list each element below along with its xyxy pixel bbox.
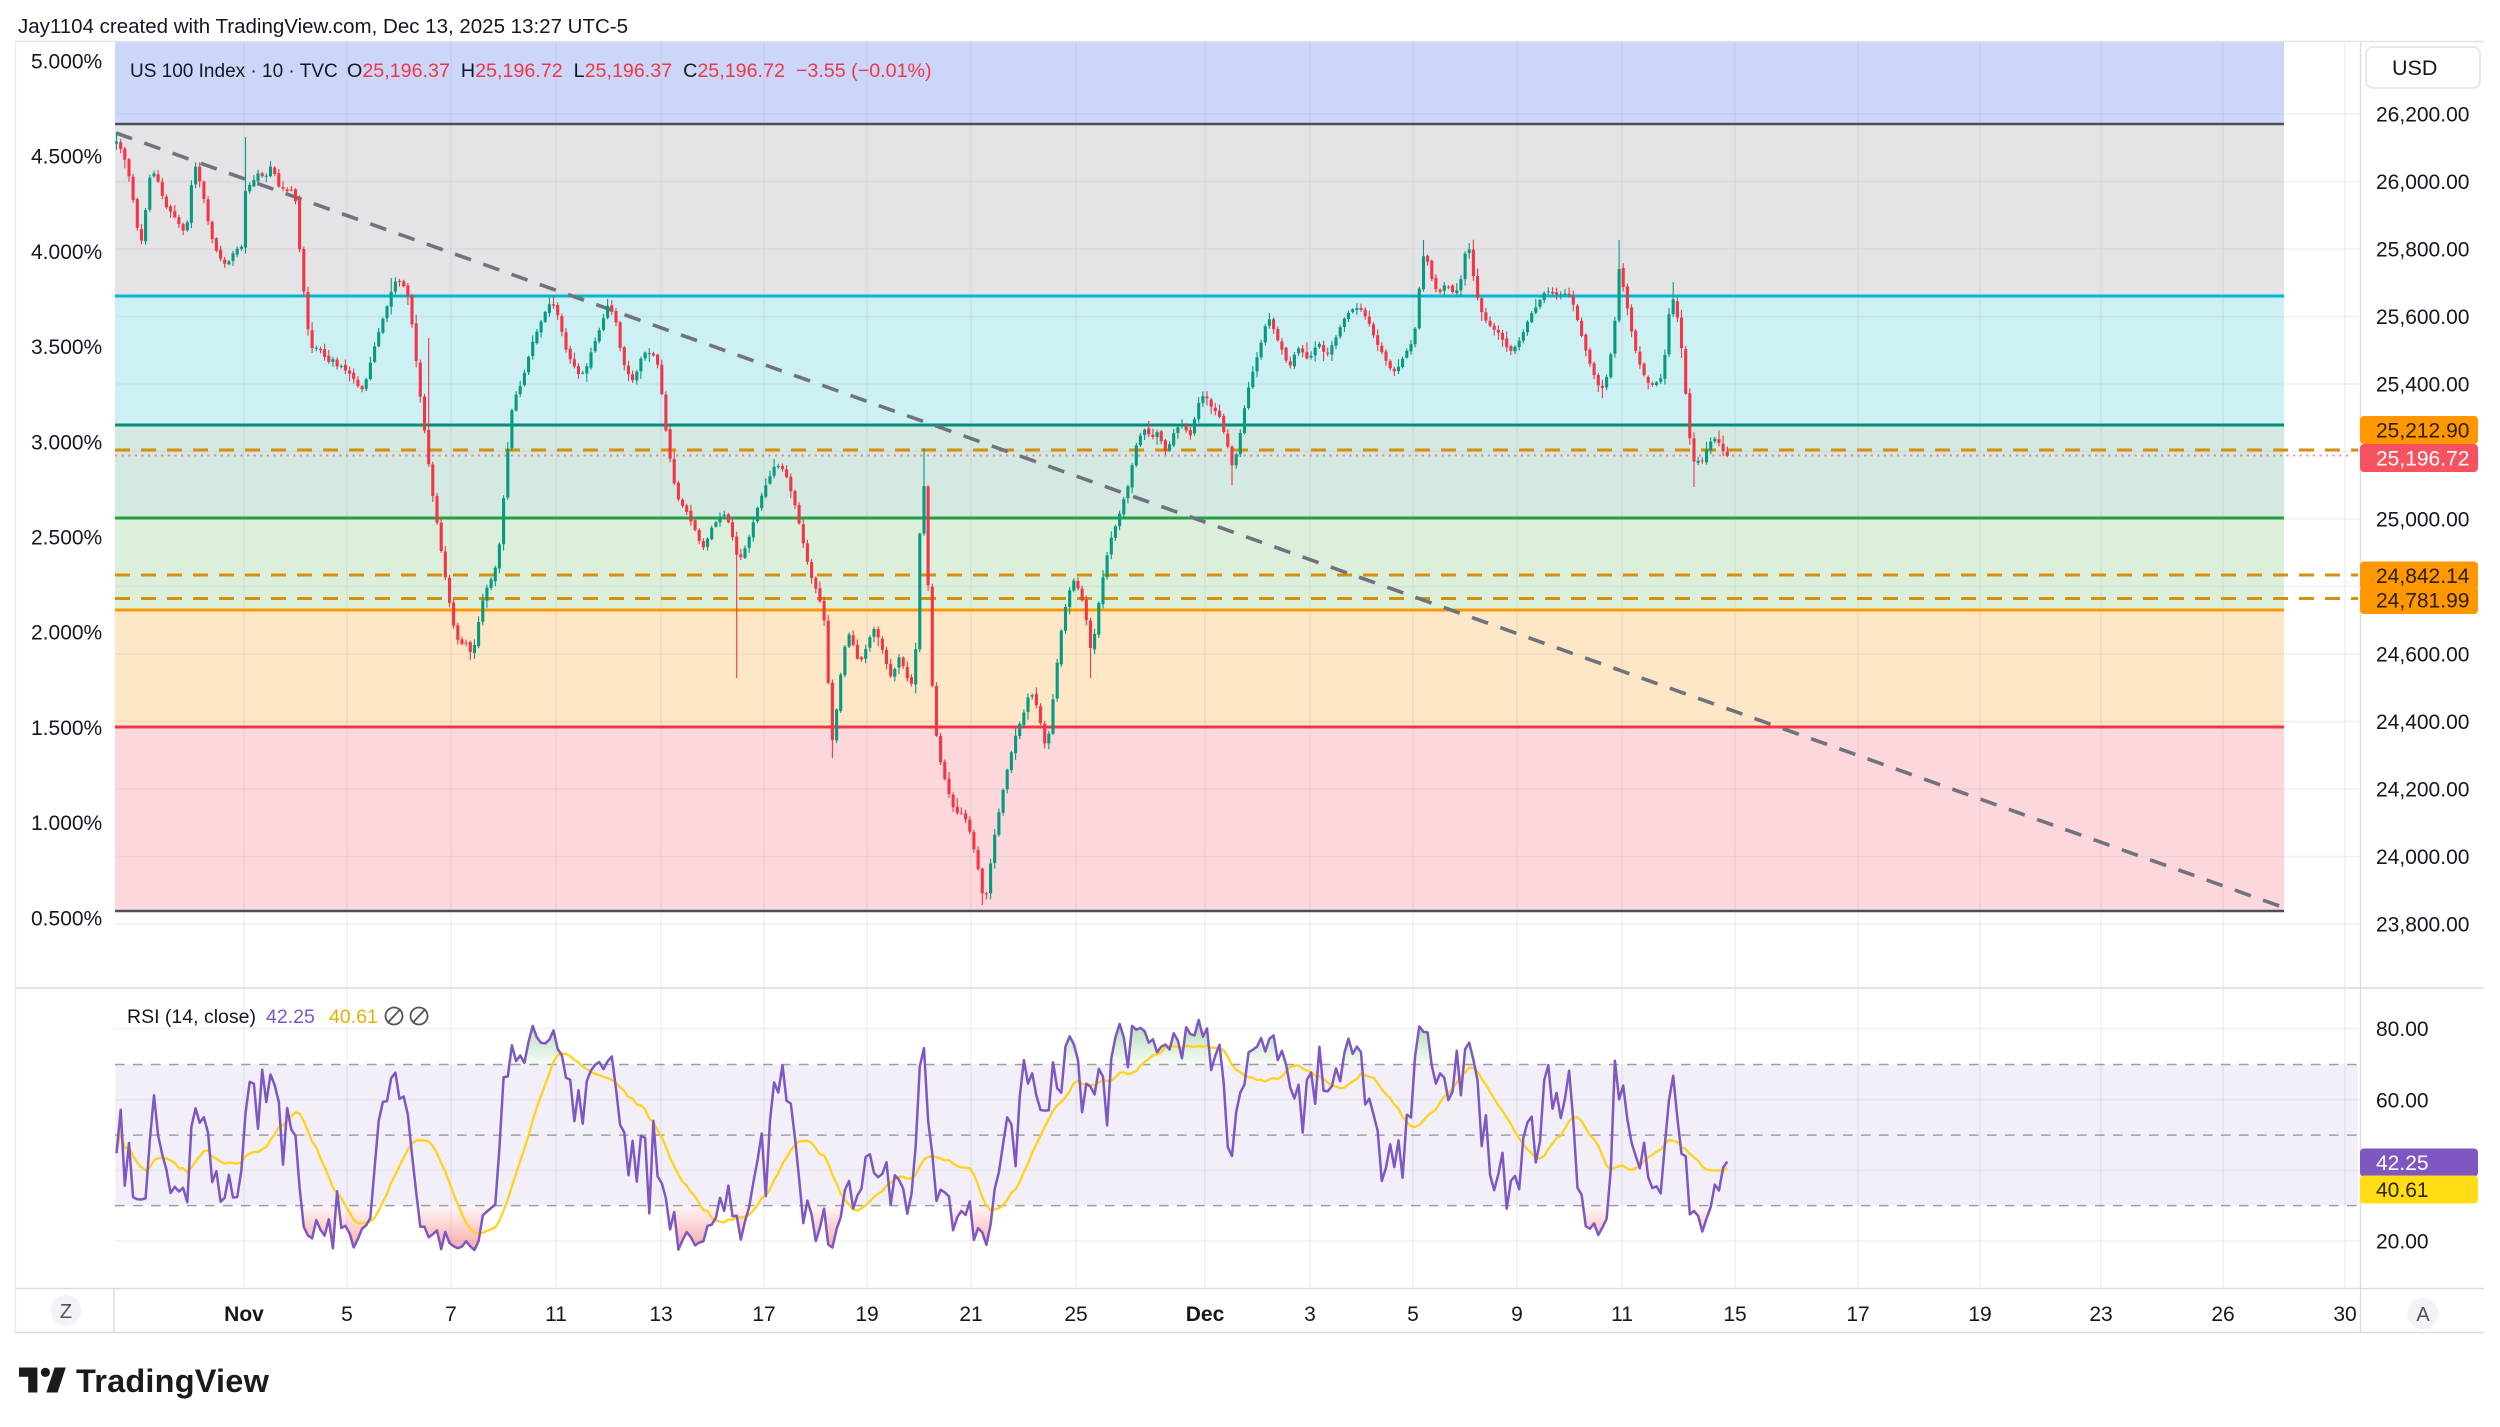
svg-text:20.00: 20.00	[2376, 1230, 2429, 1253]
svg-text:4.500%: 4.500%	[31, 146, 102, 169]
svg-text:11: 11	[545, 1303, 567, 1326]
svg-text:7: 7	[445, 1303, 457, 1326]
svg-text:42.25: 42.25	[266, 1006, 315, 1028]
svg-text:5: 5	[341, 1303, 353, 1326]
svg-text:24,600.00: 24,600.00	[2376, 644, 2469, 667]
svg-text:26: 26	[2211, 1303, 2234, 1326]
svg-text:Dec: Dec	[1186, 1303, 1225, 1326]
svg-text:24,842.14: 24,842.14	[2376, 565, 2470, 588]
svg-text:17: 17	[752, 1303, 775, 1326]
svg-text:2.500%: 2.500%	[31, 527, 102, 550]
svg-text:24,400.00: 24,400.00	[2376, 711, 2469, 734]
svg-text:21: 21	[959, 1303, 982, 1326]
svg-text:2.000%: 2.000%	[31, 622, 102, 645]
svg-text:A: A	[2416, 1304, 2430, 1326]
svg-text:60.00: 60.00	[2376, 1089, 2429, 1112]
svg-text:40.61: 40.61	[329, 1006, 378, 1028]
svg-text:3.500%: 3.500%	[31, 336, 102, 359]
svg-text:24,200.00: 24,200.00	[2376, 779, 2469, 802]
svg-text:23,800.00: 23,800.00	[2376, 914, 2469, 937]
svg-text:4.000%: 4.000%	[31, 241, 102, 264]
svg-text:25,600.00: 25,600.00	[2376, 306, 2469, 329]
svg-text:40.61: 40.61	[2376, 1179, 2429, 1202]
svg-text:US 100 Index · 10 · TVC: US 100 Index · 10 · TVC	[130, 61, 338, 82]
svg-text:13: 13	[649, 1303, 672, 1326]
svg-text:23: 23	[2089, 1303, 2112, 1326]
svg-text:26,200.00: 26,200.00	[2376, 104, 2469, 127]
svg-text:5.000%: 5.000%	[31, 51, 102, 74]
svg-text:25,196.72: 25,196.72	[2376, 448, 2469, 471]
svg-text:O25,196.37 H25,196.72 L25,19: O25,196.37 H25,196.72 L25,196.37 C25,196…	[347, 60, 932, 82]
svg-text:25,800.00: 25,800.00	[2376, 239, 2469, 262]
svg-text:25: 25	[1064, 1303, 1087, 1326]
svg-text:3.000%: 3.000%	[31, 431, 102, 454]
svg-text:25,400.00: 25,400.00	[2376, 374, 2469, 397]
svg-text:80.00: 80.00	[2376, 1018, 2429, 1041]
svg-text:17: 17	[1846, 1303, 1869, 1326]
svg-text:1.000%: 1.000%	[31, 812, 102, 835]
svg-text:19: 19	[1968, 1303, 1991, 1326]
svg-text:Jay1104 created with TradingVi: Jay1104 created with TradingView.com, De…	[18, 15, 628, 38]
svg-text:30: 30	[2333, 1303, 2356, 1326]
svg-text:RSI (14, close): RSI (14, close)	[127, 1006, 256, 1028]
svg-text:19: 19	[855, 1303, 878, 1326]
svg-text:24,781.99: 24,781.99	[2376, 590, 2469, 613]
svg-text:1.500%: 1.500%	[31, 717, 102, 740]
svg-text:3: 3	[1304, 1303, 1316, 1326]
svg-text:42.25: 42.25	[2376, 1152, 2429, 1175]
svg-text:15: 15	[1723, 1303, 1746, 1326]
svg-text:Nov: Nov	[224, 1303, 264, 1326]
svg-text:26,000.00: 26,000.00	[2376, 171, 2469, 194]
svg-text:USD: USD	[2392, 56, 2437, 80]
svg-text:0.500%: 0.500%	[31, 907, 102, 930]
svg-text:TradingView: TradingView	[76, 1363, 270, 1399]
svg-text:24,000.00: 24,000.00	[2376, 846, 2469, 869]
svg-text:25,212.90: 25,212.90	[2376, 420, 2469, 443]
svg-text:25,000.00: 25,000.00	[2376, 509, 2469, 532]
svg-text:9: 9	[1511, 1303, 1523, 1326]
svg-text:5: 5	[1407, 1303, 1419, 1326]
svg-text:Z: Z	[60, 1301, 72, 1323]
svg-text:11: 11	[1611, 1303, 1633, 1326]
